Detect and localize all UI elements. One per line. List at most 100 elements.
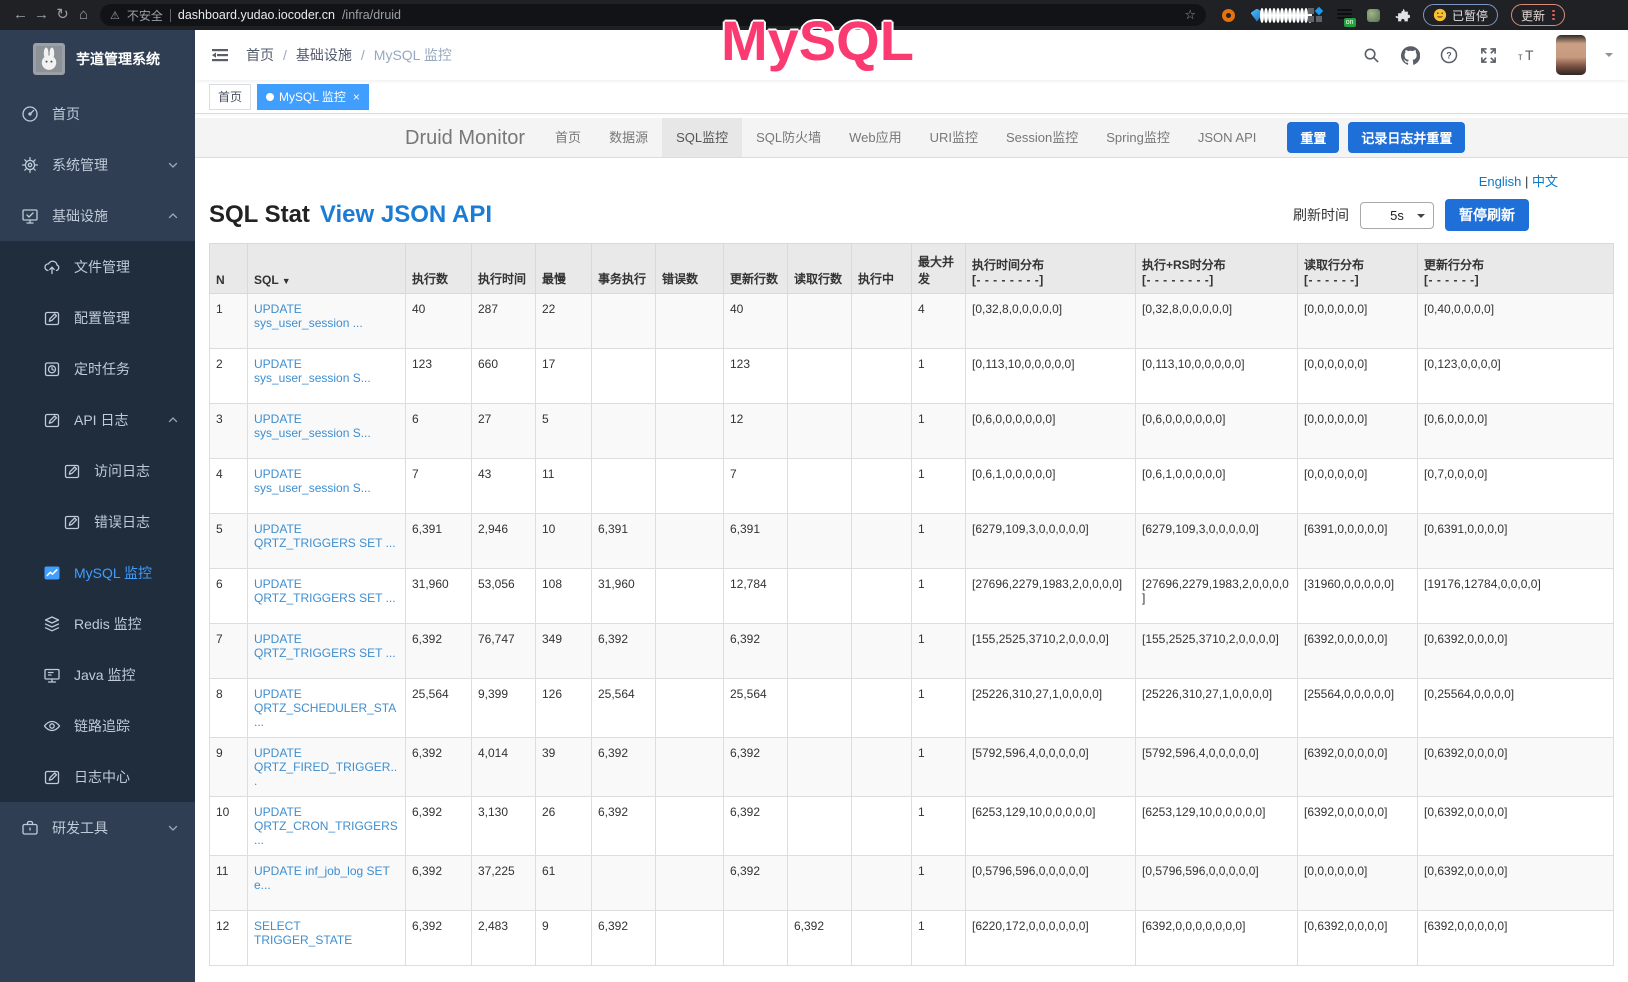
- column-header-fetch_rows[interactable]: 读取行数: [787, 243, 852, 294]
- sidebar-item-java-monitor[interactable]: Java 监控: [0, 649, 195, 700]
- cell-n: 7: [209, 623, 248, 679]
- bookmark-star-icon[interactable]: ☆: [1184, 7, 1196, 22]
- extension-list-icon[interactable]: on: [1336, 7, 1356, 27]
- sidebar-item-home[interactable]: 首页: [0, 88, 195, 139]
- extension-vue-devtools-icon[interactable]: [1260, 7, 1312, 23]
- lang-link-english[interactable]: English: [1478, 174, 1522, 189]
- user-menu-caret-icon[interactable]: [1605, 53, 1613, 61]
- reload-icon[interactable]: ↻: [56, 6, 69, 23]
- sidebar-item-dev-tools[interactable]: 研发工具: [0, 802, 195, 853]
- app-logo[interactable]: 芋道管理系统: [0, 30, 195, 88]
- column-header-exec_count[interactable]: 执行数: [405, 243, 472, 294]
- column-header-exec_rs_dist[interactable]: 执行+RS时分布 [- - - - - - - -]: [1135, 243, 1298, 294]
- sidebar-item-config-management[interactable]: 配置管理: [0, 292, 195, 343]
- lang-link-中文[interactable]: 中文: [1531, 174, 1558, 189]
- sidebar-item-trace[interactable]: 链路追踪: [0, 700, 195, 751]
- user-avatar[interactable]: [1556, 35, 1586, 75]
- druid-nav-uri-monitor[interactable]: URI监控: [929, 130, 978, 145]
- column-header-tx_exec[interactable]: 事务执行: [591, 243, 656, 294]
- sidebar-item-system-management[interactable]: 系统管理: [0, 139, 195, 190]
- extension-critter-icon[interactable]: [1365, 7, 1381, 23]
- chrome-update-button[interactable]: 更新: [1511, 4, 1565, 26]
- sidebar-item-redis-monitor[interactable]: Redis 监控: [0, 598, 195, 649]
- column-header-max_concurrent[interactable]: 最大并发: [911, 243, 966, 294]
- sql-link[interactable]: SELECT TRIGGER_STATE: [254, 919, 353, 947]
- column-header-update_row_dist[interactable]: 更新行分布 [- - - - - -]: [1417, 243, 1614, 294]
- sql-link[interactable]: UPDATE QRTZ_FIRED_TRIGGER...: [254, 746, 398, 788]
- chevron-up-icon: [168, 416, 178, 424]
- druid-brand[interactable]: Druid Monitor: [405, 127, 526, 149]
- back-icon[interactable]: ←: [13, 6, 28, 23]
- column-header-running[interactable]: 执行中: [851, 243, 912, 294]
- column-header-error_count[interactable]: 错误数: [655, 243, 724, 294]
- view-json-api-link[interactable]: View JSON API: [319, 201, 492, 228]
- extensions-puzzle-icon[interactable]: [1394, 7, 1410, 23]
- browser-menu-icon[interactable]: [1552, 9, 1555, 21]
- home-icon[interactable]: ⌂: [78, 6, 89, 23]
- fullscreen-icon[interactable]: [1478, 45, 1498, 65]
- druid-nav-spring-monitor[interactable]: Spring监控: [1106, 130, 1170, 145]
- sidebar-item-mysql-monitor[interactable]: MySQL 监控: [0, 547, 195, 598]
- cell-exec_time: 53,056: [471, 568, 536, 624]
- column-header-fetch_row_dist[interactable]: 读取行分布 [- - - - - -]: [1297, 243, 1418, 294]
- druid-nav-sql-firewall[interactable]: SQL防火墙: [756, 130, 822, 145]
- reset-button[interactable]: 重置: [1287, 122, 1340, 153]
- breadcrumb-item[interactable]: 首页: [246, 47, 274, 63]
- druid-nav-web-app[interactable]: Web应用: [849, 130, 902, 145]
- sql-link[interactable]: UPDATE inf_job_log SET e...: [254, 864, 390, 892]
- address-bar[interactable]: ⚠ 不安全 dashboard.yudao.iocoder.cn/infra/d…: [100, 4, 1206, 26]
- column-header-exec_time[interactable]: 执行时间: [471, 243, 536, 294]
- cell-fetch_rows: [787, 403, 852, 459]
- sql-link[interactable]: UPDATE sys_user_session S...: [254, 467, 371, 495]
- close-tab-icon[interactable]: ×: [352, 89, 360, 104]
- pause-refresh-button[interactable]: 暂停刷新: [1445, 199, 1529, 231]
- sidebar-toggle-icon[interactable]: [210, 45, 230, 65]
- refresh-interval-select[interactable]: 5s: [1360, 201, 1434, 229]
- sidebar-item-file-management[interactable]: 文件管理: [0, 241, 195, 292]
- log-and-reset-button[interactable]: 记录日志并重置: [1348, 122, 1466, 153]
- cell-update_rows: 7: [723, 458, 788, 514]
- sidebar-item-log-center[interactable]: 日志中心: [0, 751, 195, 802]
- forward-icon[interactable]: →: [34, 6, 49, 23]
- column-header-exec_time_dist[interactable]: 执行时间分布 [- - - - - - - -]: [965, 243, 1136, 294]
- column-header-slowest[interactable]: 最慢: [535, 243, 592, 294]
- extension-grid-icon[interactable]: [1307, 6, 1324, 23]
- page-heading-row: SQL Stat View JSON API 刷新时间 5s 暂停刷新: [209, 199, 1614, 231]
- cell-fetch_rows: [787, 855, 852, 911]
- sidebar-item-infrastructure[interactable]: 基础设施: [0, 190, 195, 241]
- sql-link[interactable]: UPDATE sys_user_session ...: [254, 302, 363, 330]
- github-icon[interactable]: [1400, 45, 1420, 65]
- breadcrumb-item[interactable]: 基础设施: [295, 47, 352, 63]
- cell-exec_rs_dist: [0,113,10,0,0,0,0,0]: [1135, 348, 1298, 404]
- sql-link[interactable]: UPDATE QRTZ_TRIGGERS SET ...: [254, 577, 396, 605]
- druid-nav-datasource[interactable]: 数据源: [609, 130, 649, 145]
- tab-mysql-monitor[interactable]: MySQL 监控 ×: [257, 83, 369, 110]
- search-icon[interactable]: [1361, 45, 1381, 65]
- sql-link[interactable]: UPDATE QRTZ_TRIGGERS SET ...: [254, 522, 396, 550]
- extension-donut-icon[interactable]: [1220, 7, 1236, 23]
- sidebar-item-access-log[interactable]: 访问日志: [0, 445, 195, 496]
- column-header-sql[interactable]: SQL ▼: [247, 243, 406, 294]
- druid-nav-home[interactable]: 首页: [555, 130, 582, 145]
- cell-slowest: 5: [535, 403, 592, 459]
- sql-link[interactable]: UPDATE sys_user_session S...: [254, 357, 371, 385]
- profile-paused-pill[interactable]: 已暂停: [1423, 4, 1499, 26]
- help-icon[interactable]: ?: [1439, 45, 1459, 65]
- druid-nav-json-api[interactable]: JSON API: [1197, 130, 1257, 145]
- druid-nav-sql-monitor[interactable]: SQL监控: [662, 118, 743, 157]
- druid-nav-session-monitor[interactable]: Session监控: [1006, 130, 1079, 145]
- eye-icon: [43, 717, 61, 735]
- sidebar-item-scheduled-jobs[interactable]: 定时任务: [0, 343, 195, 394]
- sidebar-item-api-logs[interactable]: API 日志: [0, 394, 195, 445]
- column-header-n[interactable]: N: [209, 243, 248, 294]
- sql-link[interactable]: UPDATE QRTZ_CRON_TRIGGERS...: [254, 805, 398, 847]
- sql-link[interactable]: UPDATE QRTZ_SCHEDULER_STA...: [254, 687, 397, 729]
- cell-exec_rs_dist: [0,32,8,0,0,0,0,0]: [1135, 293, 1298, 349]
- sql-link[interactable]: UPDATE sys_user_session S...: [254, 412, 371, 440]
- column-header-update_rows[interactable]: 更新行数: [723, 243, 788, 294]
- sql-link[interactable]: UPDATE QRTZ_TRIGGERS SET ...: [254, 632, 396, 660]
- tab-home[interactable]: 首页: [209, 83, 252, 110]
- cell-exec_rs_dist: [27696,2279,1983,2,0,0,0,0]: [1135, 568, 1298, 624]
- sidebar-item-error-log[interactable]: 错误日志: [0, 496, 195, 547]
